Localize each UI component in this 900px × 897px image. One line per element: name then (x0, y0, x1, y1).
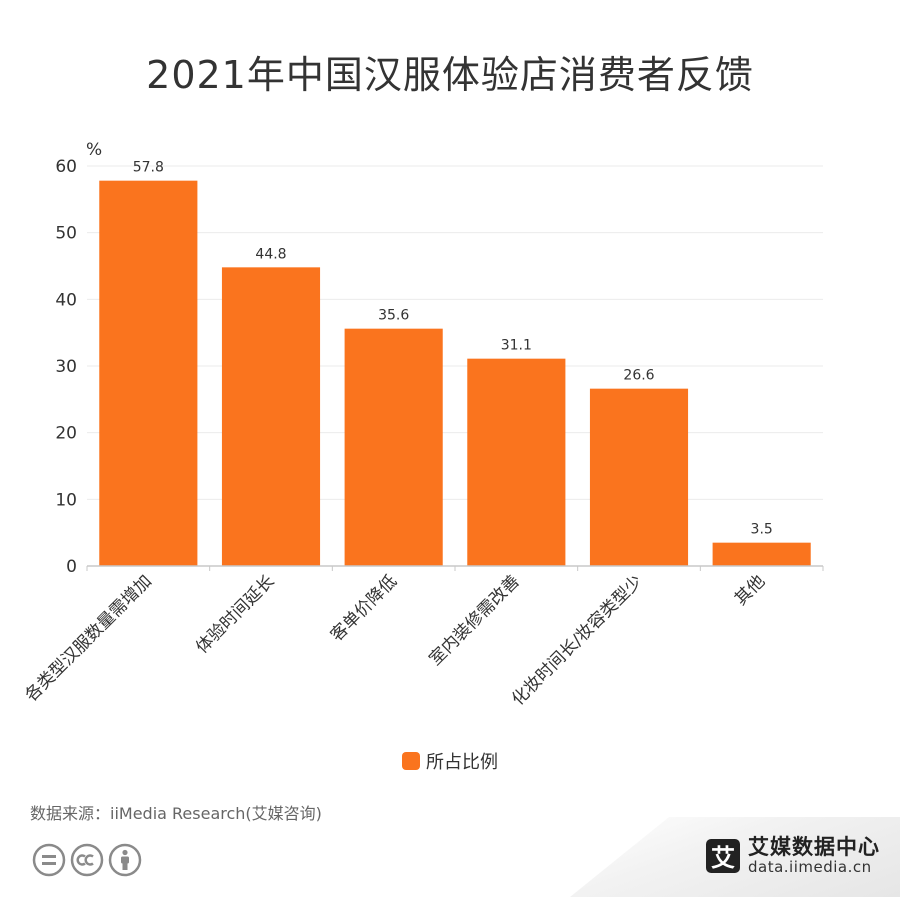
x-tick-label: 室内装修需改善 (426, 571, 524, 669)
data-label: 3.5 (751, 522, 773, 538)
bar (712, 542, 811, 566)
brand-url: data.iimedia.cn (748, 858, 872, 877)
data-label: 44.8 (255, 246, 286, 262)
y-tick-label: 60 (55, 157, 77, 177)
data-label: 26.6 (623, 368, 654, 384)
license-icons (32, 843, 142, 877)
bar (344, 328, 443, 566)
y-tick-label: 10 (55, 490, 77, 510)
x-tick-label: 其他 (731, 571, 769, 609)
data-label: 57.8 (133, 160, 164, 176)
brand-name: 艾媒数据中心 (748, 835, 880, 859)
legend-swatch (402, 752, 420, 770)
bar-chart: 0 10 20 30 40 50 60% 57.8 各类型汉服数量需增加 44.8 体验时间延长 35… (22, 140, 824, 710)
legend: 所占比例 (0, 748, 900, 774)
data-source: 数据来源：iiMedia Research(艾媒咨询) (30, 804, 322, 823)
y-tick-label: 30 (55, 357, 77, 377)
x-tick-label: 客单价降低 (327, 571, 401, 645)
y-tick-label: 0 (66, 557, 77, 577)
equals-circle-icon (32, 843, 66, 877)
bar (221, 267, 321, 566)
y-tick-label: 50 (55, 224, 77, 244)
bar (589, 388, 689, 566)
brand: 艾 艾媒数据中心 data.iimedia.cn (706, 835, 880, 877)
y-tick-label: 20 (55, 424, 77, 444)
x-tick-label: 各类型汉服数量需增加 (22, 571, 156, 705)
data-label: 31.1 (501, 338, 532, 354)
x-tick-label: 体验时间延长 (192, 571, 278, 657)
x-tick-label: 化妆时间长/妆容类型少 (508, 571, 646, 709)
person-icon (108, 843, 142, 877)
data-label: 35.6 (378, 308, 409, 324)
cc-icon (70, 843, 104, 877)
chart-title: 2021年中国汉服体验店消费者反馈 (146, 53, 754, 97)
bar (467, 358, 566, 566)
bar (99, 180, 198, 566)
legend-label: 所占比例 (426, 752, 498, 773)
y-axis-unit: % (86, 140, 102, 160)
brand-logo: 艾 (706, 838, 740, 873)
y-tick-label: 40 (55, 290, 77, 310)
